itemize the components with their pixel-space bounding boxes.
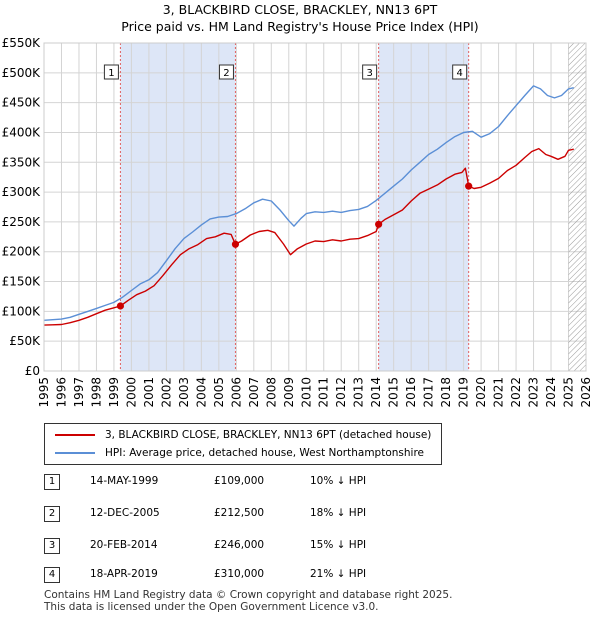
sale-marker-box	[103, 64, 119, 80]
sale-marker-box	[218, 64, 234, 80]
y-tick-label: £100K	[2, 304, 42, 318]
x-tick-label: 2020	[474, 377, 488, 408]
footer: Contains HM Land Registry data © Crown c…	[44, 589, 452, 613]
footer-licence: This data is licensed under the Open Gov…	[44, 601, 379, 613]
x-tick-label: 2019	[457, 377, 471, 408]
legend-item-hpi: HPI: Average price, detached house, West…	[45, 445, 424, 461]
sale-marker-label: 2	[223, 68, 229, 79]
property-series-line	[43, 147, 574, 326]
legend-item-property: 3, BLACKBIRD CLOSE, BRACKLEY, NN13 6PT (…	[45, 427, 431, 443]
sale-date: 14-MAY-1999	[90, 475, 159, 487]
y-tick-label: £400K	[2, 125, 42, 139]
sale-number-badge: 3	[44, 538, 60, 554]
y-tick-label: £200K	[2, 245, 42, 259]
x-tick-label: 2021	[492, 377, 506, 408]
x-tick-label: 1996	[54, 377, 68, 408]
sale-marker-box	[452, 64, 468, 80]
x-tick-label: 2026	[579, 377, 593, 408]
shaded-period	[378, 43, 469, 371]
x-tick-label: 2007	[247, 377, 261, 408]
sale-marker-label: 3	[366, 68, 372, 79]
sale-point	[231, 240, 240, 248]
x-tick-label: 2014	[369, 377, 383, 408]
y-tick-label: £150K	[2, 275, 42, 289]
sale-marker-label: 4	[456, 68, 462, 79]
x-tick-label: 2003	[177, 377, 191, 408]
x-tick-label: 2005	[212, 377, 226, 408]
sale-price: £246,000	[214, 539, 265, 551]
x-tick-label: 2025	[562, 377, 576, 408]
sale-price: £310,000	[214, 568, 265, 580]
sale-marker-label: 1	[108, 68, 114, 79]
x-tick-label: 1995	[37, 377, 51, 408]
sale-hpi-diff: 18% ↓ HPI	[310, 507, 367, 519]
sale-price: £109,000	[214, 475, 265, 487]
sale-hpi-diff: 21% ↓ HPI	[310, 568, 367, 580]
x-tick-label: 2006	[229, 377, 243, 408]
sale-marker-box	[362, 64, 378, 80]
x-tick-label: 2012	[334, 377, 348, 408]
x-tick-label: 2001	[142, 377, 156, 408]
x-tick-label: 2017	[422, 377, 436, 408]
sale-number-badge: 2	[44, 506, 60, 522]
y-tick-label: £300K	[2, 185, 42, 199]
price-chart: 1 2 3 4 £0 £50K £100K £150K £200K £250K £300K £350…	[2, 36, 593, 408]
x-tick-label: 2010	[299, 377, 313, 408]
sale-point	[375, 220, 383, 228]
sale-date: 12-DEC-2005	[90, 507, 160, 519]
sale-date: 18-APR-2019	[90, 568, 158, 580]
legend-label-property: 3, BLACKBIRD CLOSE, BRACKLEY, NN13 6PT (…	[105, 429, 432, 441]
x-tick-label: 2009	[282, 377, 296, 408]
sale-price: £212,500	[214, 507, 265, 519]
x-tick-label: 1999	[107, 377, 121, 408]
y-tick-label: £250K	[2, 215, 42, 229]
x-tick-label: 2022	[509, 377, 523, 408]
x-tick-label: 2013	[352, 377, 366, 408]
x-tick-label: 2018	[439, 377, 453, 408]
x-tick-label: 2002	[159, 377, 173, 408]
x-tick-label: 2023	[527, 377, 541, 408]
sale-point	[465, 182, 473, 190]
legend-line-property	[55, 434, 95, 436]
x-tick-label: 2000	[124, 377, 138, 408]
x-tick-label: 2008	[264, 377, 278, 408]
y-tick-label: £500K	[2, 66, 42, 80]
sale-point	[116, 302, 125, 310]
hpi-series-line	[43, 85, 574, 321]
y-tick-label: £350K	[2, 155, 42, 169]
legend-line-hpi	[55, 452, 95, 454]
y-tick-label: £50K	[9, 334, 41, 348]
legend: 3, BLACKBIRD CLOSE, BRACKLEY, NN13 6PT (…	[44, 423, 442, 465]
shaded-period	[120, 43, 236, 371]
legend-label-hpi: HPI: Average price, detached house, West…	[105, 447, 424, 459]
sale-hpi-diff: 10% ↓ HPI	[310, 475, 367, 487]
chart-title: 3, BLACKBIRD CLOSE, BRACKLEY, NN13 6PT	[162, 2, 438, 17]
y-tick-label: £550K	[2, 36, 42, 50]
chart-subtitle: Price paid vs. HM Land Registry's House …	[121, 19, 479, 34]
sale-number-badge: 4	[44, 567, 60, 583]
sale-number-badge: 1	[44, 474, 60, 490]
x-tick-label: 2011	[317, 377, 331, 408]
forecast-hatch	[568, 43, 586, 371]
x-tick-label: 2024	[544, 377, 558, 408]
sale-date: 20-FEB-2014	[90, 539, 158, 551]
x-tick-label: 2016	[404, 377, 418, 408]
x-tick-label: 2004	[194, 377, 208, 408]
y-tick-label: £450K	[2, 96, 42, 110]
y-tick-label: £0	[25, 364, 40, 378]
plot-area-border	[43, 42, 587, 372]
x-tick-label: 1997	[72, 377, 86, 408]
x-tick-label: 1998	[89, 377, 103, 408]
sale-hpi-diff: 15% ↓ HPI	[310, 539, 367, 551]
x-tick-label: 2015	[387, 377, 401, 408]
footer-copyright: Contains HM Land Registry data © Crown c…	[44, 589, 453, 601]
